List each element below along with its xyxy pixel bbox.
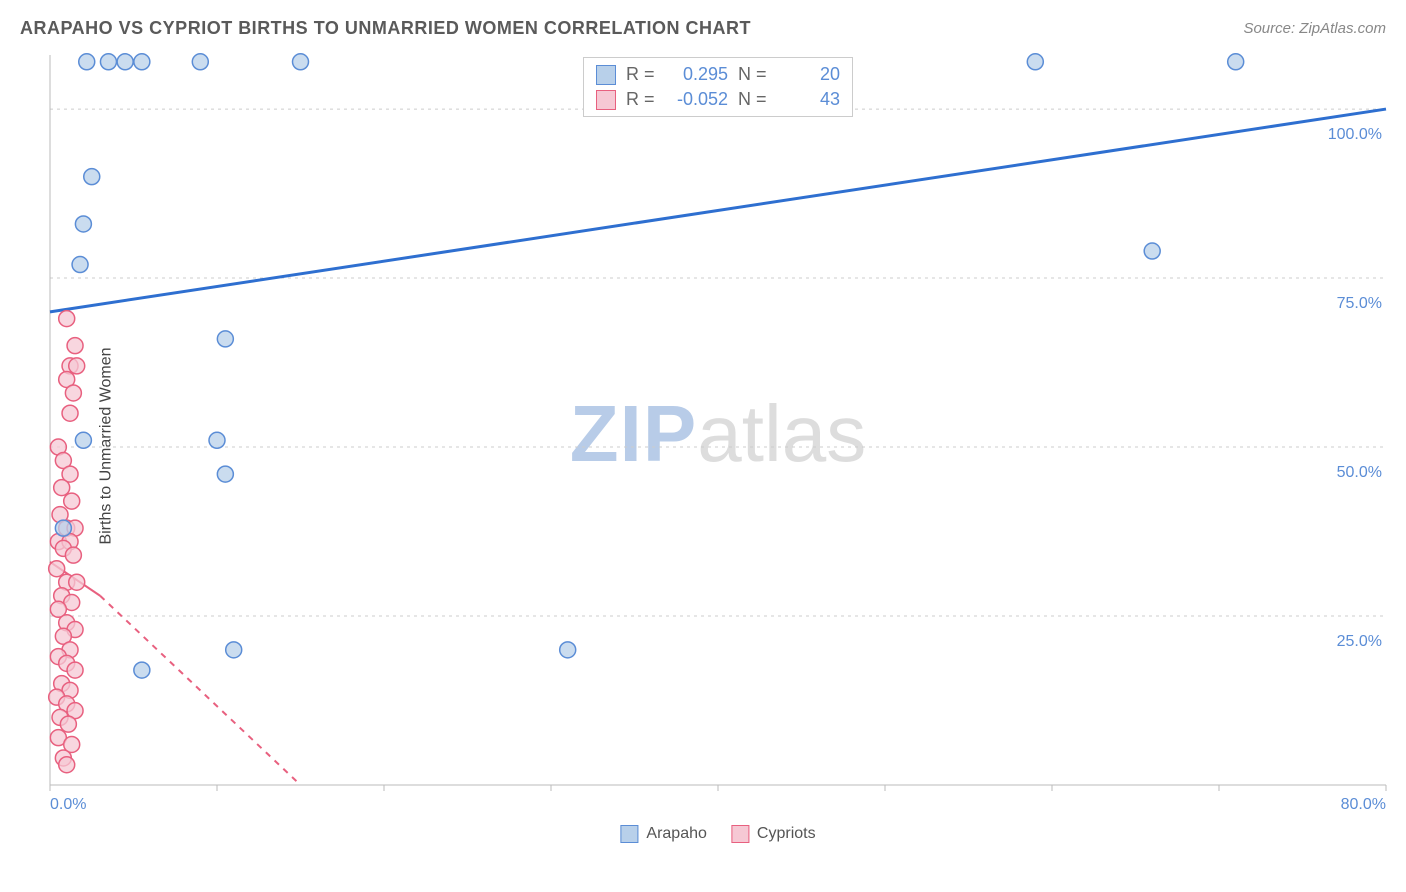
legend-row-cypriots: R = -0.052 N = 43 xyxy=(596,87,840,112)
svg-text:75.0%: 75.0% xyxy=(1337,295,1382,312)
n-label: N = xyxy=(738,64,770,85)
r-value-arapaho: 0.295 xyxy=(668,64,728,85)
n-label-2: N = xyxy=(738,89,770,110)
legend-label-cypriots: Cypriots xyxy=(757,825,816,843)
r-label-2: R = xyxy=(626,89,658,110)
legend-label-arapaho: Arapaho xyxy=(646,825,707,843)
chart-plot-area: ZIPatlas 25.0%50.0%75.0%100.0%0.0%80.0% … xyxy=(50,55,1386,845)
svg-text:50.0%: 50.0% xyxy=(1337,464,1382,481)
swatch-cypriots-bottom xyxy=(731,825,749,843)
legend-item-arapaho: Arapaho xyxy=(620,825,707,843)
chart-title: ARAPAHO VS CYPRIOT BIRTHS TO UNMARRIED W… xyxy=(20,18,751,39)
svg-text:0.0%: 0.0% xyxy=(50,796,86,813)
svg-text:80.0%: 80.0% xyxy=(1341,796,1386,813)
swatch-arapaho-bottom xyxy=(620,825,638,843)
scatter-plot-svg: 25.0% 50.0% 75.0% 100.0% 0.0% 80.0% xyxy=(50,55,1386,815)
series-legend: Arapaho Cypriots xyxy=(620,825,815,843)
chart-header: ARAPAHO VS CYPRIOT BIRTHS TO UNMARRIED W… xyxy=(20,18,1386,39)
legend-row-arapaho: R = 0.295 N = 20 xyxy=(596,62,840,87)
correlation-legend: R = 0.295 N = 20 R = -0.052 N = 43 xyxy=(583,57,853,117)
swatch-cypriots xyxy=(596,90,616,110)
n-value-cypriots: 43 xyxy=(780,89,840,110)
legend-item-cypriots: Cypriots xyxy=(731,825,816,843)
source-attribution: Source: ZipAtlas.com xyxy=(1243,20,1386,37)
r-label: R = xyxy=(626,64,658,85)
svg-text:25.0%: 25.0% xyxy=(1337,633,1382,650)
n-value-arapaho: 20 xyxy=(780,64,840,85)
r-value-cypriots: -0.052 xyxy=(668,89,728,110)
svg-text:100.0%: 100.0% xyxy=(1328,126,1382,143)
swatch-arapaho xyxy=(596,65,616,85)
